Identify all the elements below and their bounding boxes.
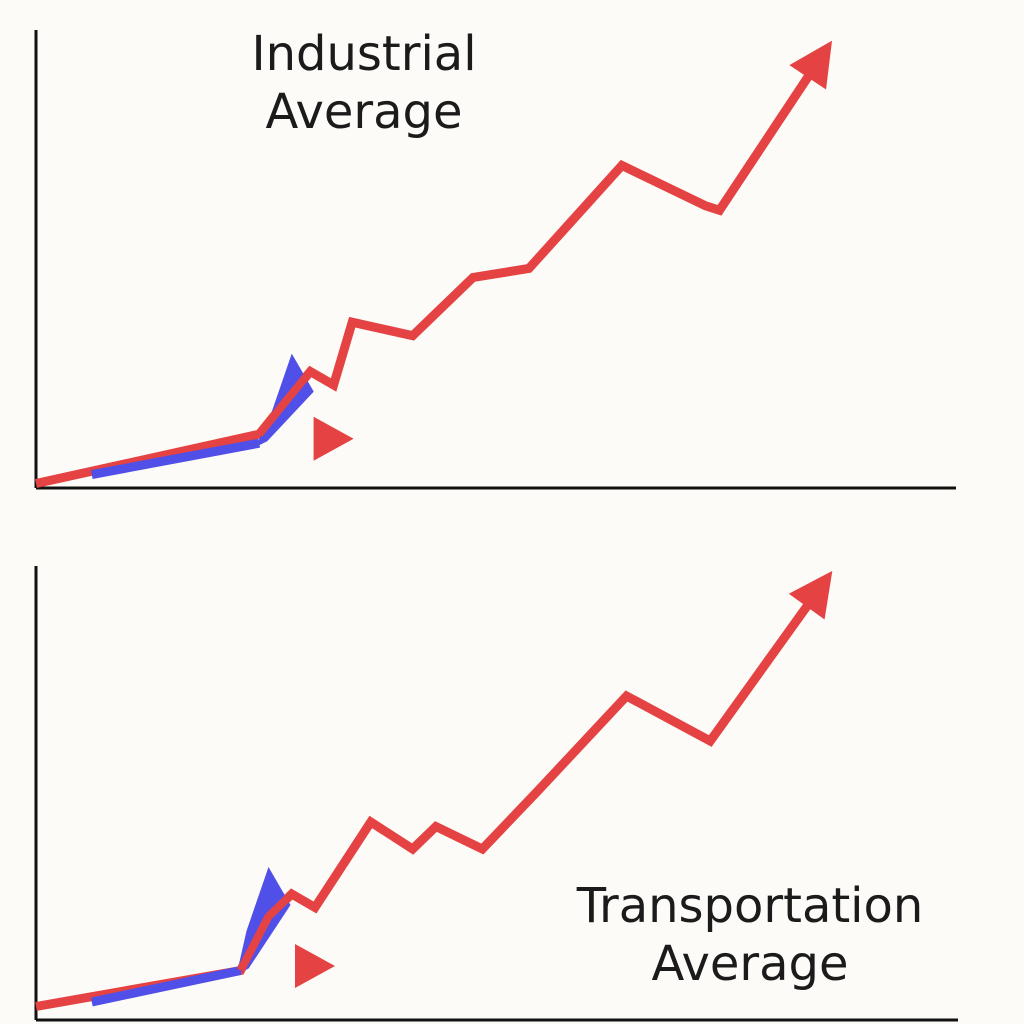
transportation-trend-arrowhead [788, 570, 833, 620]
industrial-main-series-overlay [256, 366, 336, 437]
industrial-title-line-1: Industrial [251, 26, 477, 82]
transportation-title-line-2: Average [651, 936, 849, 992]
transportation-title-line-1: Transportation [576, 878, 924, 934]
industrial-title-line-2: Average [265, 84, 463, 140]
transportation-triangle-marker-0 [295, 944, 335, 988]
transportation-highlight-series-line [90, 966, 242, 1007]
industrial-chart-title: Industrial Average [214, 25, 514, 141]
transportation-main-series-overlay [237, 889, 318, 973]
transportation-chart-title: Transportation Average [540, 877, 960, 993]
industrial-trend-arrowhead [789, 40, 833, 90]
industrial-chart [34, 30, 956, 490]
industrial-triangle-marker-0 [313, 416, 354, 461]
transportation-chart [34, 566, 958, 1022]
industrial-highlight-series-line [90, 438, 261, 479]
